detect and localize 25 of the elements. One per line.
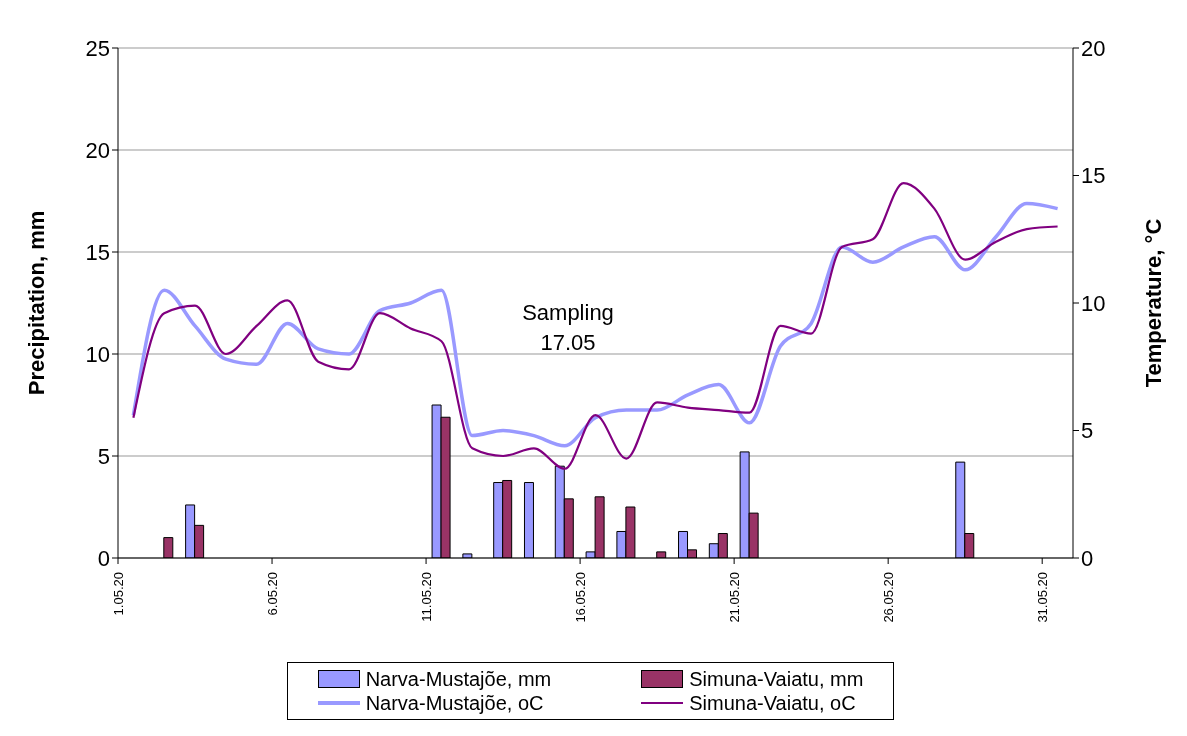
legend-label: Simuna-Vaiatu, oC xyxy=(689,691,856,715)
y-tick-label: 5 xyxy=(97,443,110,469)
legend-label: Narva-Mustajõe, oC xyxy=(365,691,544,715)
y2-tick-label: 0 xyxy=(1081,545,1094,571)
x-tick-label: 1.05.20 xyxy=(110,572,126,616)
y2-tick-label: 10 xyxy=(1081,290,1106,316)
x-tick-label: 21.05.20 xyxy=(726,572,742,623)
legend-label: Simuna-Vaiatu, mm xyxy=(689,667,864,691)
y-tick-label: 25 xyxy=(85,35,110,61)
y2-axis-title: Temperature, °C xyxy=(1140,218,1166,388)
x-tick-label: 11.05.20 xyxy=(418,572,434,622)
x-tick-label: 31.05.20 xyxy=(1034,572,1050,623)
x-tick-label: 26.05.20 xyxy=(880,572,896,623)
y-tick-label: 20 xyxy=(85,137,110,163)
legend-label: Narva-Mustajõe, mm xyxy=(365,667,552,691)
y-axis-title: Precipitation, mm xyxy=(23,210,49,396)
y2-tick-label: 15 xyxy=(1081,163,1106,189)
y-tick-label: 15 xyxy=(85,239,110,265)
x-tick-label: 16.05.20 xyxy=(572,572,588,623)
y2-tick-label: 20 xyxy=(1081,35,1106,61)
y2-tick-label: 5 xyxy=(1081,418,1094,444)
x-tick-label: 6.05.20 xyxy=(264,572,280,616)
y-tick-label: 0 xyxy=(97,545,110,571)
annotation: Sampling 17.05 xyxy=(522,299,614,357)
y-tick-label: 10 xyxy=(85,341,110,367)
